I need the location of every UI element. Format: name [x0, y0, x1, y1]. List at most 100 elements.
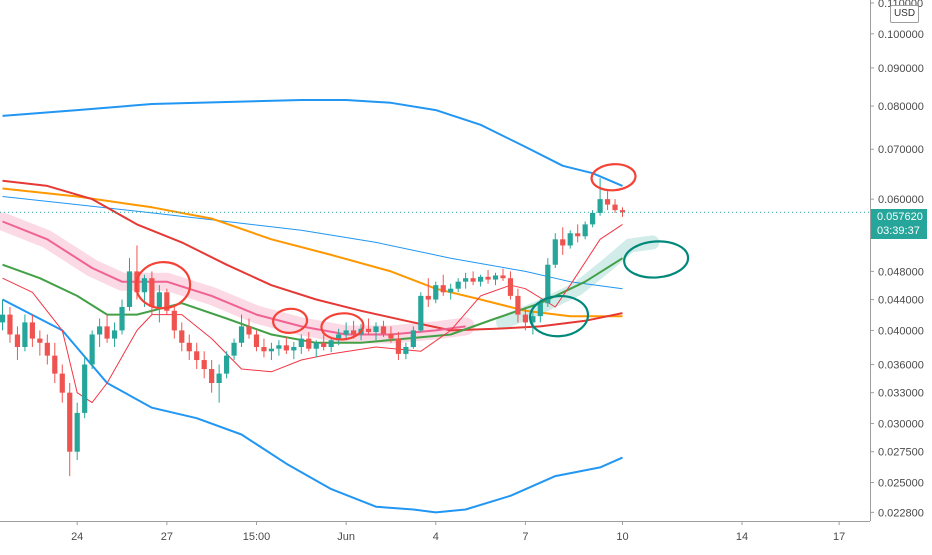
candle-body — [515, 295, 521, 315]
annotations — [135, 163, 690, 341]
candle[interactable] — [22, 314, 28, 352]
x-axis[interactable]: 24 27 15:00 Jun 4 7 10 14 17 — [0, 521, 870, 543]
candle[interactable] — [515, 288, 521, 323]
candle[interactable] — [313, 340, 319, 358]
y-axis[interactable]: 0.022800 0.025000 0.027500 0.030000 0.033000… — [870, 0, 924, 521]
candle[interactable] — [530, 310, 536, 335]
candle[interactable] — [604, 191, 611, 211]
candle[interactable] — [560, 227, 566, 255]
candle[interactable] — [7, 306, 13, 343]
candle[interactable] — [37, 330, 43, 356]
candle[interactable] — [224, 351, 230, 379]
candle-body — [44, 342, 50, 356]
candle[interactable] — [552, 233, 558, 269]
candle-body — [560, 239, 566, 246]
candle[interactable] — [291, 341, 297, 360]
candles[interactable] — [0, 178, 626, 477]
candle[interactable] — [418, 292, 424, 333]
candle[interactable] — [485, 270, 491, 284]
candle[interactable] — [500, 268, 506, 281]
candle[interactable] — [433, 281, 439, 304]
candle[interactable] — [126, 258, 133, 311]
candle[interactable] — [111, 322, 118, 348]
candle[interactable] — [74, 402, 80, 461]
candle[interactable] — [365, 318, 372, 335]
candle[interactable] — [276, 340, 282, 356]
candle[interactable] — [395, 332, 402, 361]
candle[interactable] — [403, 342, 409, 360]
candle[interactable] — [619, 207, 626, 217]
x-tick-label: 15:00 — [243, 531, 271, 543]
candle[interactable] — [492, 272, 499, 286]
candle[interactable] — [283, 336, 289, 354]
candle[interactable] — [522, 306, 528, 331]
candle[interactable] — [186, 334, 192, 361]
candle[interactable] — [336, 328, 342, 346]
candle[interactable] — [448, 283, 454, 300]
candle[interactable] — [268, 342, 275, 361]
candle[interactable] — [52, 342, 58, 384]
candle[interactable] — [410, 326, 416, 349]
y-tick-label: 0.022800 — [878, 507, 924, 519]
candle[interactable] — [261, 338, 267, 358]
candle[interactable] — [597, 178, 603, 216]
candle[interactable] — [575, 224, 581, 243]
candle[interactable] — [67, 383, 73, 477]
candle[interactable] — [119, 299, 125, 335]
candle[interactable] — [0, 299, 6, 331]
candle[interactable] — [507, 271, 514, 300]
candle[interactable] — [201, 351, 207, 379]
candle[interactable] — [298, 334, 304, 354]
candle-body — [97, 326, 103, 335]
candle-body — [14, 334, 21, 348]
candle[interactable] — [171, 306, 177, 339]
candle[interactable] — [216, 364, 222, 403]
candle[interactable] — [582, 221, 588, 240]
candle-body — [500, 275, 506, 279]
candle[interactable] — [246, 318, 252, 339]
candle[interactable] — [373, 322, 379, 341]
candle[interactable] — [380, 320, 387, 337]
candle[interactable] — [238, 314, 245, 348]
candle[interactable] — [388, 326, 394, 343]
candle[interactable] — [321, 334, 327, 351]
pink-highlight-band — [0, 212, 475, 344]
candle[interactable] — [470, 271, 476, 286]
candle-body — [253, 334, 260, 348]
candle[interactable] — [97, 318, 103, 348]
candle[interactable] — [567, 230, 573, 249]
candle[interactable] — [612, 199, 618, 213]
candle[interactable] — [164, 288, 170, 315]
candle[interactable] — [440, 274, 446, 296]
candle[interactable] — [537, 299, 543, 323]
candle[interactable] — [89, 330, 95, 370]
candle[interactable] — [82, 355, 88, 419]
candle[interactable] — [455, 278, 461, 293]
currency-badge[interactable]: USD — [890, 5, 919, 23]
annotation-red-ellipse — [320, 312, 365, 341]
candle[interactable] — [104, 314, 110, 343]
candle[interactable] — [306, 332, 312, 352]
candle[interactable] — [328, 336, 334, 353]
candle[interactable] — [477, 274, 484, 287]
candle[interactable] — [194, 342, 200, 370]
annotation-green-ellipse — [623, 240, 690, 279]
candle[interactable] — [463, 272, 469, 289]
candle[interactable] — [156, 285, 162, 323]
candle[interactable] — [179, 322, 185, 352]
candle[interactable] — [350, 320, 357, 339]
candle-body — [231, 342, 237, 356]
candle-body — [410, 330, 416, 348]
candle[interactable] — [59, 364, 65, 403]
candle[interactable] — [231, 338, 237, 361]
candle[interactable] — [590, 210, 596, 228]
candle[interactable] — [29, 314, 35, 348]
candle[interactable] — [44, 334, 50, 365]
candle[interactable] — [425, 278, 431, 307]
candle[interactable] — [14, 326, 21, 361]
candle[interactable] — [343, 322, 349, 341]
candle[interactable] — [209, 360, 215, 393]
candle[interactable] — [253, 330, 260, 352]
